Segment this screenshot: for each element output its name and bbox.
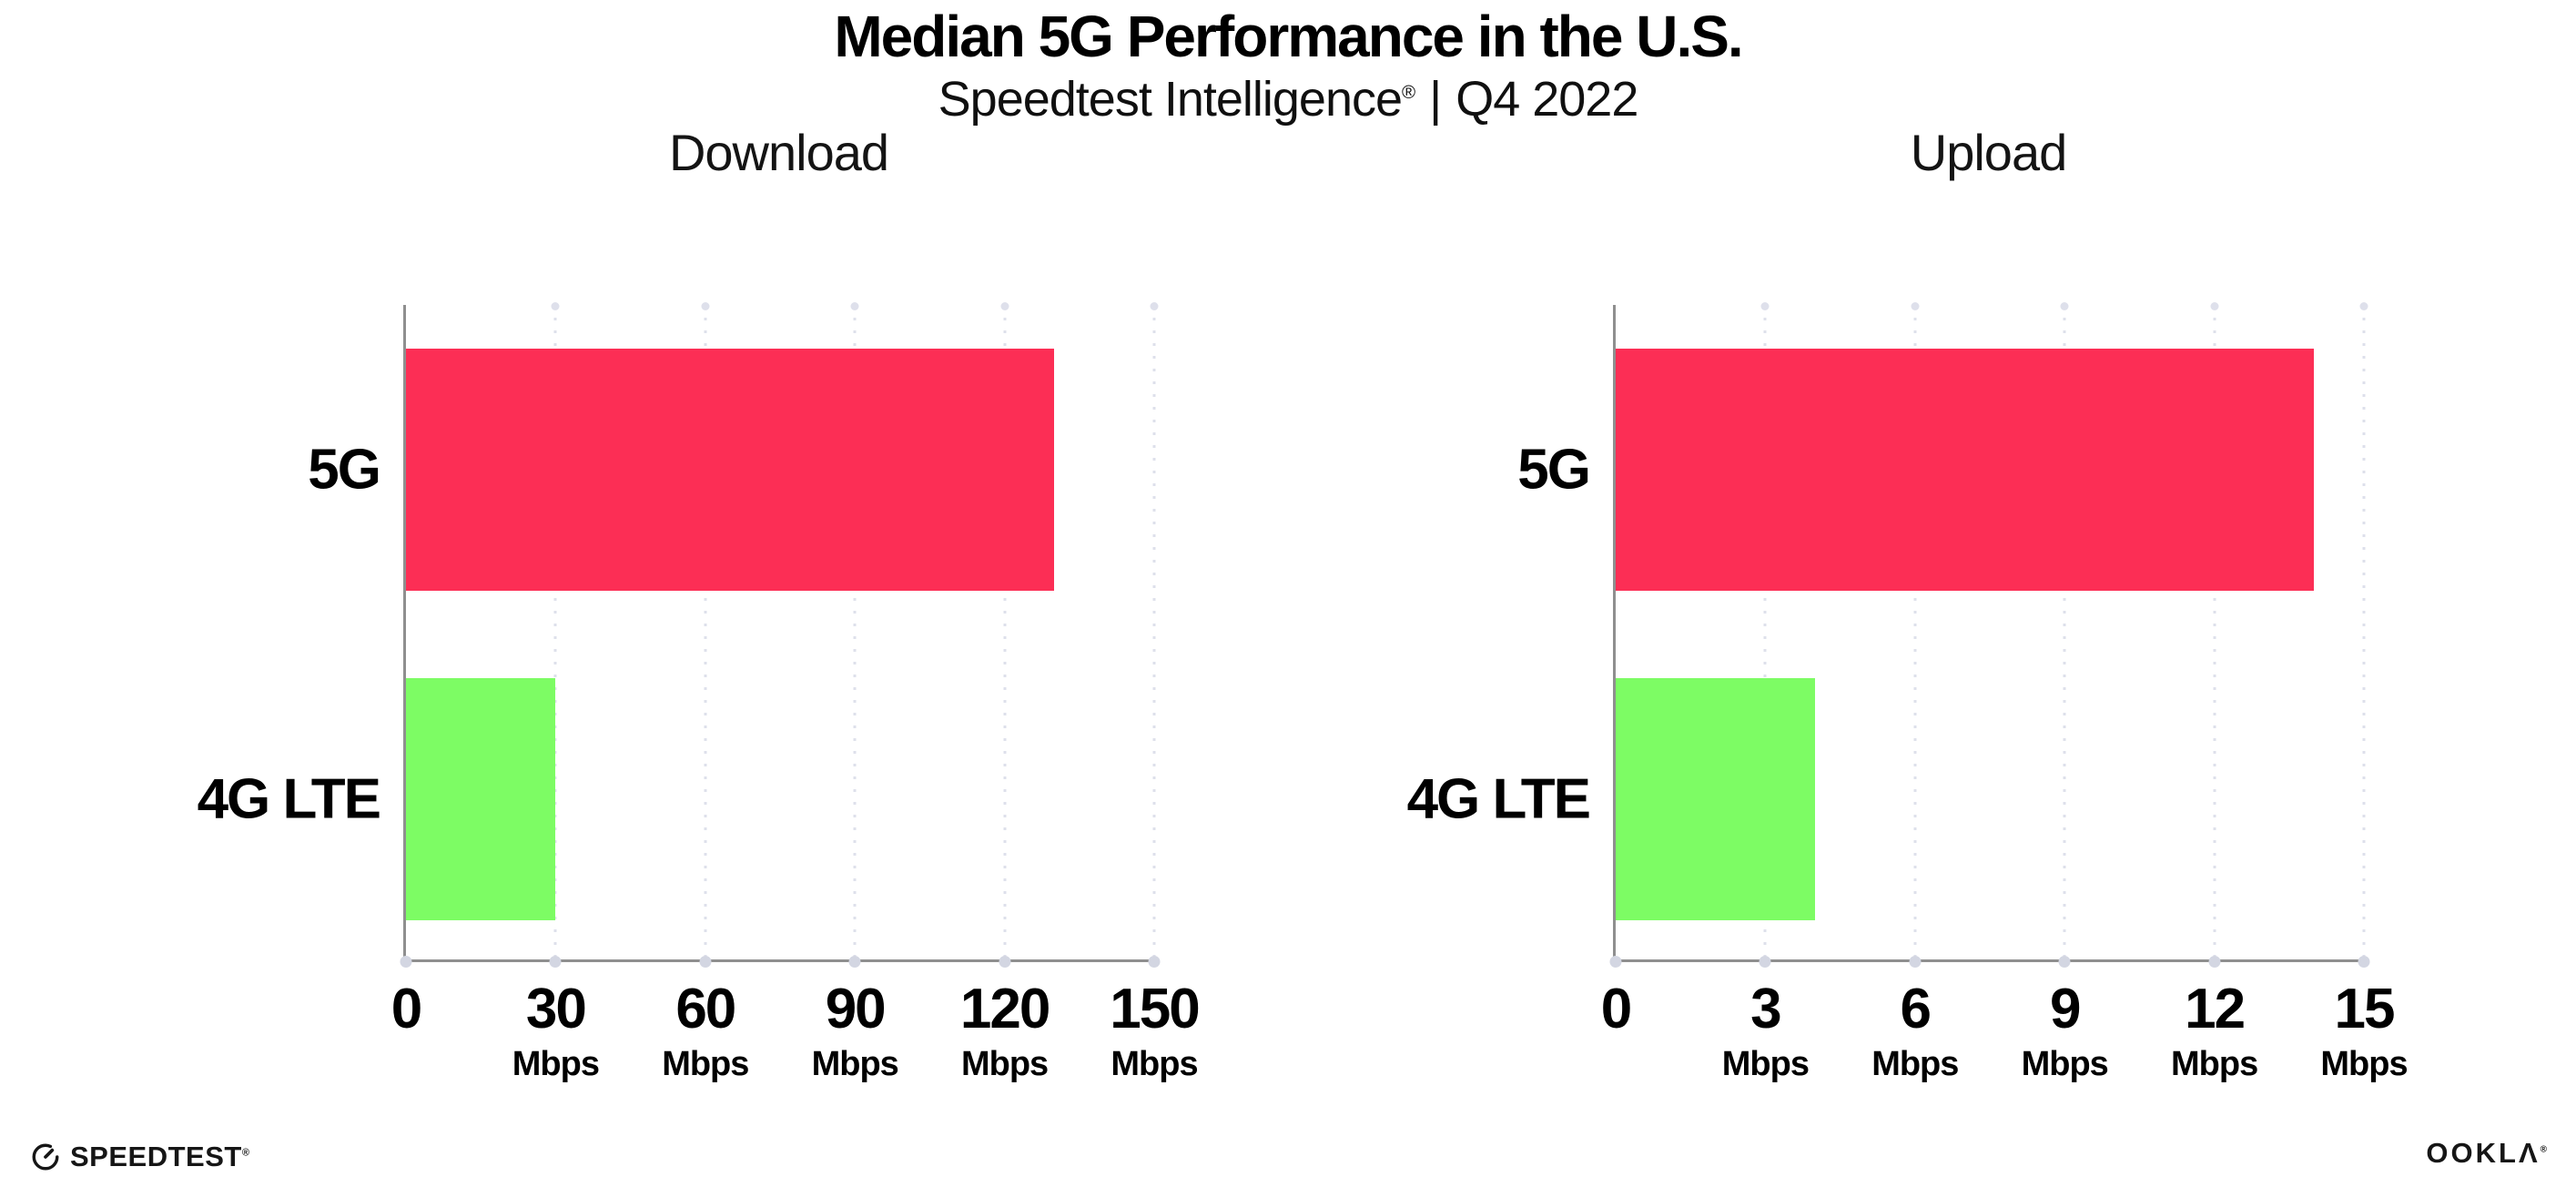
axis-tick-dot <box>400 956 412 968</box>
download-plot-area: 0 30 Mbps 60 Mbps 90 Mbps 120 Mbps 150 Mbps <box>391 302 1201 1081</box>
gridline-9 <box>2063 305 2066 959</box>
x-tick-value: 9 <box>2049 978 2081 1040</box>
x-tick-unit: Mbps <box>2170 1045 2258 1083</box>
category-label-5g: 5G <box>1517 438 1591 502</box>
gridline-60 <box>704 305 707 959</box>
gridline-top-dot <box>1150 302 1159 310</box>
axis-tick-dot <box>2358 956 2370 968</box>
header: Median 5G Performance in the U.S. Speedt… <box>0 0 2576 124</box>
ookla-label: OOKLΛ <box>2426 1137 2541 1169</box>
ookla-trademark: ® <box>2540 1144 2547 1155</box>
gridline-top-dot <box>1760 302 1770 310</box>
x-tick-unit: Mbps <box>1871 1045 1959 1083</box>
x-tick-value: 30 <box>525 978 587 1040</box>
subtitle-brand: Speedtest Intelligence <box>938 72 1403 127</box>
axis-tick-dot <box>2058 956 2071 968</box>
gridline-30 <box>553 305 557 959</box>
gridline-top-dot <box>1000 302 1009 310</box>
bar-4g-lte-upload <box>1616 678 1816 920</box>
x-tick-unit: Mbps <box>662 1045 749 1083</box>
upload-chart: Upload 5G 4G LTE 0 3 Mbps 6 Mbps 9 Mbps 12 Mbps 1… <box>1407 124 2409 1081</box>
category-label-5g: 5G <box>308 438 381 502</box>
gridline-150 <box>1152 305 1156 959</box>
axis-tick-dot <box>1759 956 1771 968</box>
x-tick-30: 30 Mbps <box>512 978 600 1083</box>
speedtest-wordmark: SPEEDTEST® <box>70 1141 249 1173</box>
category-label-4g-lte: 4G LTE <box>197 767 381 831</box>
x-tick-15: 15 Mbps <box>2320 978 2408 1083</box>
x-tick-unit: Mbps <box>512 1045 600 1083</box>
ookla-logo: OOKLΛ® <box>2426 1137 2547 1170</box>
gridline-6 <box>1913 305 1917 959</box>
gridline-120 <box>1003 305 1007 959</box>
x-tick-6: 6 Mbps <box>1871 978 1959 1083</box>
x-tick-unit: Mbps <box>1111 1045 1198 1083</box>
subtitle-period: Q4 2022 <box>1455 72 1638 127</box>
x-tick-60: 60 Mbps <box>662 978 749 1083</box>
gridline-top-dot <box>850 302 859 310</box>
axis-tick-dot <box>1148 956 1161 968</box>
bar-5g-download <box>406 349 1055 591</box>
x-tick-value: 90 <box>825 978 887 1040</box>
x-tick-unit: Mbps <box>960 1045 1049 1083</box>
category-label-4g-lte: 4G LTE <box>1406 767 1591 831</box>
gridline-15 <box>2362 305 2366 959</box>
gridline-90 <box>853 305 857 959</box>
bar-4g-lte-download <box>406 678 556 920</box>
axis-tick-dot <box>2208 956 2221 968</box>
x-tick-150: 150 Mbps <box>1110 978 1200 1083</box>
x-tick-value: 60 <box>675 978 736 1040</box>
upload-plot-area: 0 3 Mbps 6 Mbps 9 Mbps 12 Mbps 15 Mbps <box>1601 302 2409 1081</box>
x-tick-value: 120 <box>959 978 1050 1040</box>
x-tick-120: 120 Mbps <box>959 978 1050 1083</box>
x-tick-12: 12 Mbps <box>2170 978 2258 1083</box>
axis-tick-dot <box>1909 956 1922 968</box>
x-tick-unit: Mbps <box>811 1045 899 1083</box>
bar-5g-upload <box>1616 349 2315 591</box>
registered-mark: ® <box>1402 82 1415 103</box>
x-tick-value: 0 <box>1600 978 1633 1040</box>
gridline-top-dot <box>1911 302 1920 310</box>
speedtest-label: SPEEDTEST <box>70 1141 242 1172</box>
subtitle-separator: | <box>1429 72 1442 127</box>
gridline-12 <box>2213 305 2216 959</box>
axis-tick-dot <box>848 956 861 968</box>
download-chart-title: Download <box>668 124 889 181</box>
x-tick-value: 150 <box>1110 978 1200 1040</box>
page-subtitle: Speedtest Intelligence® | Q4 2022 <box>0 75 2576 124</box>
gridline-top-dot <box>2060 302 2069 310</box>
x-tick-value: 6 <box>1900 978 1932 1040</box>
upload-chart-title: Upload <box>1910 124 2067 181</box>
x-tick-unit: Mbps <box>1721 1045 1810 1083</box>
x-tick-3: 3 Mbps <box>1721 978 1810 1083</box>
speedtest-logo: SPEEDTEST® <box>30 1141 249 1173</box>
x-tick-value: 12 <box>2185 978 2246 1040</box>
x-tick-90: 90 Mbps <box>811 978 899 1083</box>
x-tick-9: 9 Mbps <box>2021 978 2109 1083</box>
page-title: Median 5G Performance in the U.S. <box>834 4 1743 69</box>
x-tick-0: 0 <box>1600 978 1633 1040</box>
axis-tick-dot <box>549 956 562 968</box>
gridline-top-dot <box>551 302 560 310</box>
speedtest-trademark: ® <box>241 1147 250 1159</box>
axis-tick-dot <box>1609 956 1622 968</box>
gridline-top-dot <box>701 302 710 310</box>
axis-tick-dot <box>999 956 1011 968</box>
x-tick-unit: Mbps <box>2320 1045 2408 1083</box>
gridline-3 <box>1763 305 1767 959</box>
speedtest-gauge-icon <box>32 1143 59 1171</box>
x-tick-0: 0 <box>390 978 423 1040</box>
x-tick-value: 15 <box>2334 978 2396 1040</box>
download-chart: Download 5G 4G LTE 0 30 Mbps 60 Mbps 90 Mbps 12… <box>198 124 1201 1081</box>
gridline-top-dot <box>2210 302 2219 310</box>
gridline-top-dot <box>2359 302 2368 310</box>
x-tick-unit: Mbps <box>2021 1045 2109 1083</box>
x-tick-value: 0 <box>390 978 423 1040</box>
x-tick-value: 3 <box>1750 978 1781 1040</box>
axis-tick-dot <box>699 956 712 968</box>
